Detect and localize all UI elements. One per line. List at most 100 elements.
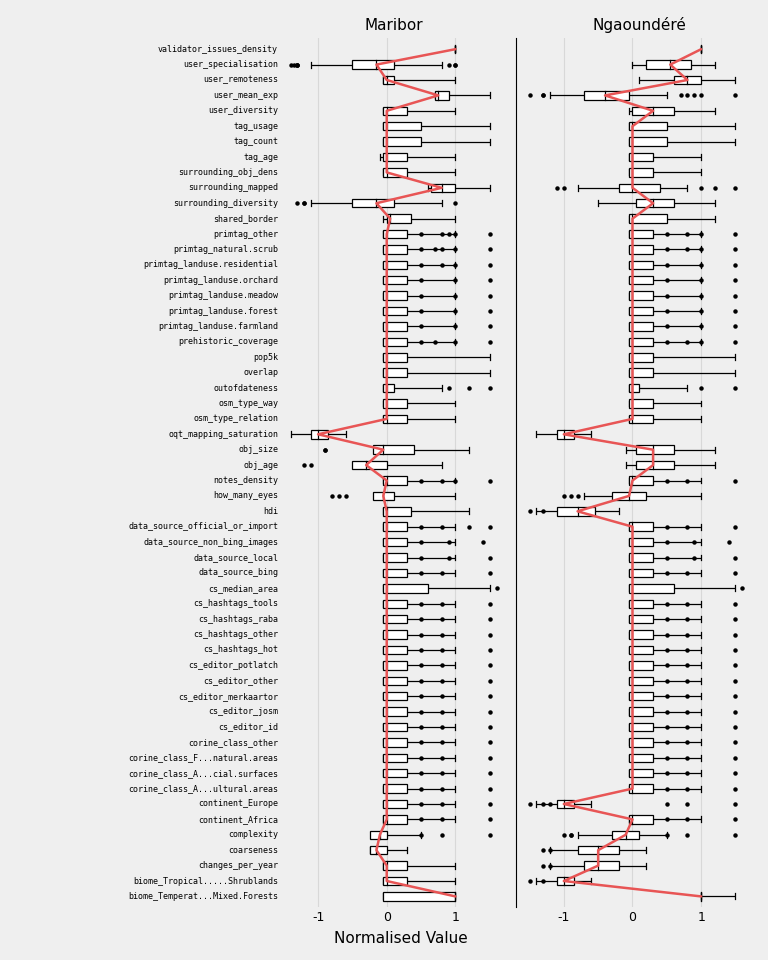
Text: data_source_non_bing_images: data_source_non_bing_images	[143, 538, 278, 546]
Text: cs_editor_id: cs_editor_id	[218, 723, 278, 732]
Bar	[383, 708, 407, 716]
Bar	[629, 723, 653, 732]
Bar	[383, 876, 407, 885]
Bar	[383, 584, 428, 592]
Bar	[629, 599, 653, 608]
Bar	[629, 399, 653, 408]
Bar	[311, 430, 329, 439]
Bar	[353, 60, 393, 69]
Bar	[383, 76, 393, 84]
Text: biome_Temperat...Mixed.Forests: biome_Temperat...Mixed.Forests	[128, 892, 278, 900]
Bar	[557, 430, 574, 439]
Bar	[383, 631, 407, 638]
Bar	[629, 568, 653, 577]
Text: corine_class_A...ultural.areas: corine_class_A...ultural.areas	[128, 784, 278, 793]
Bar	[383, 553, 407, 562]
Bar	[629, 661, 653, 669]
Bar	[629, 522, 653, 531]
Bar	[557, 876, 574, 885]
Bar	[383, 661, 407, 669]
Text: overlap: overlap	[243, 369, 278, 377]
Text: shared_border: shared_border	[213, 214, 278, 223]
Bar	[629, 384, 639, 393]
Text: corine_class_A...cial.surfaces: corine_class_A...cial.surfaces	[128, 769, 278, 778]
Bar	[612, 492, 646, 500]
Bar	[557, 800, 574, 808]
Bar	[629, 615, 653, 623]
Bar	[383, 599, 407, 608]
Bar	[629, 153, 653, 161]
Bar	[629, 692, 653, 701]
Bar	[383, 677, 407, 685]
Text: cs_editor_other: cs_editor_other	[203, 676, 278, 685]
Bar	[629, 122, 667, 131]
Bar	[612, 830, 639, 839]
Bar	[383, 738, 407, 747]
Text: user_diversity: user_diversity	[208, 107, 278, 115]
Text: data_source_local: data_source_local	[193, 553, 278, 562]
Bar	[383, 137, 421, 146]
Bar	[383, 815, 407, 824]
Bar	[629, 338, 653, 347]
Bar	[646, 60, 691, 69]
Text: primtag_other: primtag_other	[213, 229, 278, 238]
Text: cs_median_area: cs_median_area	[208, 584, 278, 593]
Text: pop5k: pop5k	[253, 352, 278, 362]
Bar	[629, 307, 653, 315]
Bar	[387, 214, 411, 223]
Text: changes_per_year: changes_per_year	[198, 861, 278, 870]
Text: primtag_landuse.meadow: primtag_landuse.meadow	[168, 291, 278, 300]
Text: continent_Africa: continent_Africa	[198, 815, 278, 824]
Text: hdi: hdi	[263, 507, 278, 516]
Title: Ngaoundéré: Ngaoundéré	[592, 17, 687, 33]
Bar	[629, 353, 653, 362]
Bar	[629, 276, 653, 284]
Bar	[353, 199, 393, 207]
Bar	[383, 784, 407, 793]
Bar	[383, 353, 407, 362]
Bar	[383, 276, 407, 284]
Bar	[369, 846, 387, 854]
Text: complexity: complexity	[228, 830, 278, 839]
Bar	[629, 137, 667, 146]
Text: oqt_mapping_saturation: oqt_mapping_saturation	[168, 430, 278, 439]
Bar	[383, 338, 407, 347]
Bar	[383, 892, 455, 900]
Bar	[383, 522, 407, 531]
Title: Maribor: Maribor	[364, 18, 423, 33]
Text: data_source_official_or_import: data_source_official_or_import	[128, 522, 278, 531]
Bar	[674, 76, 701, 84]
Text: Normalised Value: Normalised Value	[334, 931, 468, 947]
Text: tag_count: tag_count	[233, 137, 278, 146]
Text: how_many_eyes: how_many_eyes	[213, 492, 278, 500]
Text: osm_type_relation: osm_type_relation	[193, 415, 278, 423]
Bar	[383, 692, 407, 701]
Bar	[633, 107, 674, 115]
Text: user_specialisation: user_specialisation	[183, 60, 278, 69]
Bar	[383, 153, 407, 161]
Text: surrounding_diversity: surrounding_diversity	[173, 199, 278, 207]
Bar	[629, 708, 653, 716]
Text: continent_Europe: continent_Europe	[198, 800, 278, 808]
Bar	[629, 815, 653, 824]
Bar	[629, 553, 653, 562]
Text: osm_type_way: osm_type_way	[218, 399, 278, 408]
Bar	[629, 369, 653, 377]
Bar	[629, 229, 653, 238]
Bar	[383, 107, 407, 115]
Bar	[629, 168, 653, 177]
Bar	[629, 323, 653, 330]
Bar	[383, 538, 407, 546]
Bar	[383, 122, 421, 131]
Text: corine_class_F...natural.areas: corine_class_F...natural.areas	[128, 754, 278, 762]
Bar	[383, 861, 407, 870]
Bar	[629, 538, 653, 546]
Bar	[619, 183, 660, 192]
Text: primtag_natural.scrub: primtag_natural.scrub	[173, 245, 278, 254]
Bar	[636, 199, 674, 207]
Text: biome_Tropical.....Shrublands: biome_Tropical.....Shrublands	[133, 876, 278, 885]
Bar	[584, 91, 629, 100]
Bar	[629, 784, 653, 793]
Text: primtag_landuse.farmland: primtag_landuse.farmland	[158, 322, 278, 331]
Bar	[383, 384, 393, 393]
